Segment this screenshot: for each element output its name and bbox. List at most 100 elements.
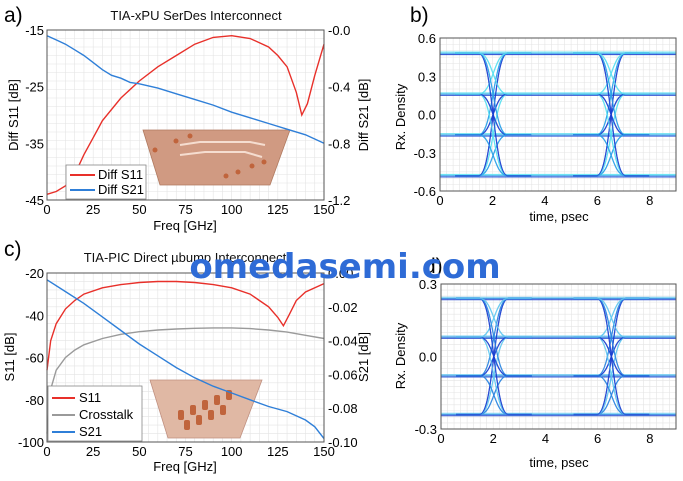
y2-tick-label: -0.04 bbox=[328, 334, 358, 349]
panel-a-label: a) bbox=[4, 4, 23, 27]
y-tick-label: -45 bbox=[25, 193, 44, 208]
x-tick-label: 25 bbox=[86, 202, 100, 217]
panel-d-y-ticks: 0.3 0.0 -0.3 bbox=[415, 277, 437, 437]
panel-b-y-ticks: 0.6 0.3 0.0 -0.3 -0.6 bbox=[414, 31, 436, 199]
x-tick-label: 150 bbox=[313, 444, 335, 459]
eye-transition-trace bbox=[456, 297, 532, 338]
x-tick-label: 2 bbox=[490, 431, 497, 446]
y-tick-label: -25 bbox=[25, 80, 44, 95]
panel-d-x-ticks: 0 2 4 6 8 bbox=[437, 431, 653, 446]
panel-c-y-ticks: -20 -40 -60 -80 -100 bbox=[18, 266, 44, 450]
panel-c-y2-ticks: 0.00 -0.02 -0.04 -0.06 -0.08 -0.10 bbox=[328, 266, 358, 450]
y-tick-label: 0.0 bbox=[418, 108, 436, 123]
y-tick-label: -20 bbox=[25, 266, 44, 281]
y-tick-label: -40 bbox=[25, 308, 44, 323]
x-tick-label: 2 bbox=[489, 193, 496, 208]
y2-tick-label: -0.0 bbox=[328, 23, 350, 38]
panel-a-x-ticks: 0 25 50 75 100 125 150 bbox=[43, 202, 334, 217]
x-tick-label: 75 bbox=[178, 202, 192, 217]
panel-a-frame bbox=[46, 29, 325, 201]
x-tick-label: 75 bbox=[178, 444, 192, 459]
panel-c-y2label: S21 [dB] bbox=[356, 332, 371, 382]
panel-a-title: TIA-xPU SerDes Interconnect bbox=[110, 8, 282, 23]
y2-tick-label: -1.2 bbox=[328, 193, 350, 208]
legend-c-s11: S11 bbox=[79, 390, 101, 405]
y2-tick-label: 0.00 bbox=[328, 266, 353, 281]
panel-d-label: d) bbox=[424, 255, 443, 278]
y2-tick-label: -0.02 bbox=[328, 300, 358, 315]
y2-tick-label: -0.8 bbox=[328, 136, 350, 151]
panel-c-xlabel: Freq [GHz] bbox=[153, 459, 217, 474]
panel-b-frame bbox=[439, 37, 677, 192]
x-tick-label: 100 bbox=[221, 202, 243, 217]
panel-d-frame bbox=[440, 283, 677, 430]
eye-transition-trace bbox=[573, 297, 650, 377]
x-tick-label: 0 bbox=[437, 431, 444, 446]
y-tick-label: -0.3 bbox=[415, 422, 437, 437]
panel-c-frame bbox=[46, 272, 325, 443]
x-tick-label: 6 bbox=[594, 431, 601, 446]
panel-c: c) TIA-PIC Direct µbump Interconnect 0 25… bbox=[2, 238, 371, 474]
eye-transition-trace bbox=[455, 52, 532, 136]
x-tick-label: 125 bbox=[267, 202, 289, 217]
panel-b: b) 0 2 4 6 8 0.6 0.3 0.0 -0.3 -0.6 time, psec Rx… bbox=[393, 4, 677, 224]
legend-a-s11: Diff S11 bbox=[98, 167, 143, 182]
eye-transition-trace bbox=[573, 52, 650, 136]
x-tick-label: 125 bbox=[267, 444, 289, 459]
y-tick-label: -35 bbox=[25, 136, 44, 151]
y2-tick-label: -0.4 bbox=[328, 80, 350, 95]
panel-c-label: c) bbox=[4, 238, 22, 261]
panel-c-series bbox=[46, 279, 325, 440]
panel-a-y2label: Diff S21 [dB] bbox=[356, 79, 371, 152]
y2-tick-label: -0.08 bbox=[328, 401, 358, 416]
x-tick-label: 50 bbox=[132, 202, 146, 217]
x-tick-label: 8 bbox=[646, 193, 653, 208]
eye-transition-trace bbox=[456, 297, 532, 377]
panel-c-x-ticks: 0 25 50 75 100 125 150 bbox=[43, 444, 334, 459]
x-tick-label: 4 bbox=[541, 193, 548, 208]
y2-tick-label: -0.06 bbox=[328, 367, 358, 382]
y-tick-label: 0.3 bbox=[418, 69, 436, 84]
panel-c-legend: S11 Crosstalk S21 bbox=[47, 385, 143, 442]
y-tick-label: -0.3 bbox=[414, 146, 436, 161]
panel-a-series bbox=[46, 34, 325, 195]
panel-a-y-ticks: -15 -25 -35 -45 bbox=[25, 23, 44, 208]
series-line-s21 bbox=[46, 279, 325, 440]
panel-d-eye-diagram bbox=[441, 296, 676, 417]
y-tick-label: 0.6 bbox=[418, 31, 436, 46]
panel-a-y2-ticks: -0.0 -0.4 -0.8 -1.2 bbox=[328, 23, 350, 208]
y-tick-label: -80 bbox=[25, 393, 44, 408]
panel-a-device-inset bbox=[142, 129, 291, 186]
y-tick-label: -100 bbox=[18, 435, 44, 450]
panel-d: d) 0 2 4 6 8 0.3 0.0 -0.3 time, psec Rx. Densi… bbox=[393, 255, 677, 470]
panel-d-grid bbox=[440, 283, 677, 430]
x-tick-label: 50 bbox=[132, 444, 146, 459]
x-tick-label: 150 bbox=[313, 202, 335, 217]
y-tick-label: -0.6 bbox=[414, 184, 436, 199]
x-tick-label: 4 bbox=[542, 431, 549, 446]
panel-d-xlabel: time, psec bbox=[529, 455, 589, 470]
y-tick-label: -15 bbox=[25, 23, 44, 38]
series-line-diff-s11 bbox=[46, 34, 325, 195]
y-tick-label: -60 bbox=[25, 351, 44, 366]
panel-b-grid bbox=[439, 37, 677, 192]
eye-transition-trace bbox=[573, 52, 650, 95]
x-tick-label: 6 bbox=[594, 193, 601, 208]
series-line-diff-s21 bbox=[46, 35, 325, 144]
x-tick-label: 0 bbox=[436, 193, 443, 208]
legend-c-crosstalk: Crosstalk bbox=[79, 407, 134, 422]
panel-b-ylabel: Rx. Density bbox=[393, 83, 408, 150]
x-tick-label: 100 bbox=[221, 444, 243, 459]
eye-transition-trace bbox=[455, 52, 532, 95]
panel-d-ylabel: Rx. Density bbox=[393, 322, 408, 389]
legend-a-s21: Diff S21 bbox=[98, 182, 144, 197]
legend-c-s21: S21 bbox=[79, 424, 102, 439]
panel-a-xlabel: Freq [GHz] bbox=[153, 218, 217, 233]
y-tick-label: 0.0 bbox=[419, 350, 437, 365]
panel-a-legend: Diff S11 Diff S21 bbox=[65, 164, 147, 200]
watermark-text: omedasemi.com bbox=[189, 247, 500, 287]
y-tick-label: 0.3 bbox=[419, 277, 437, 292]
panel-c-ylabel: S11 [dB] bbox=[2, 333, 17, 382]
y2-tick-label: -0.10 bbox=[328, 435, 358, 450]
